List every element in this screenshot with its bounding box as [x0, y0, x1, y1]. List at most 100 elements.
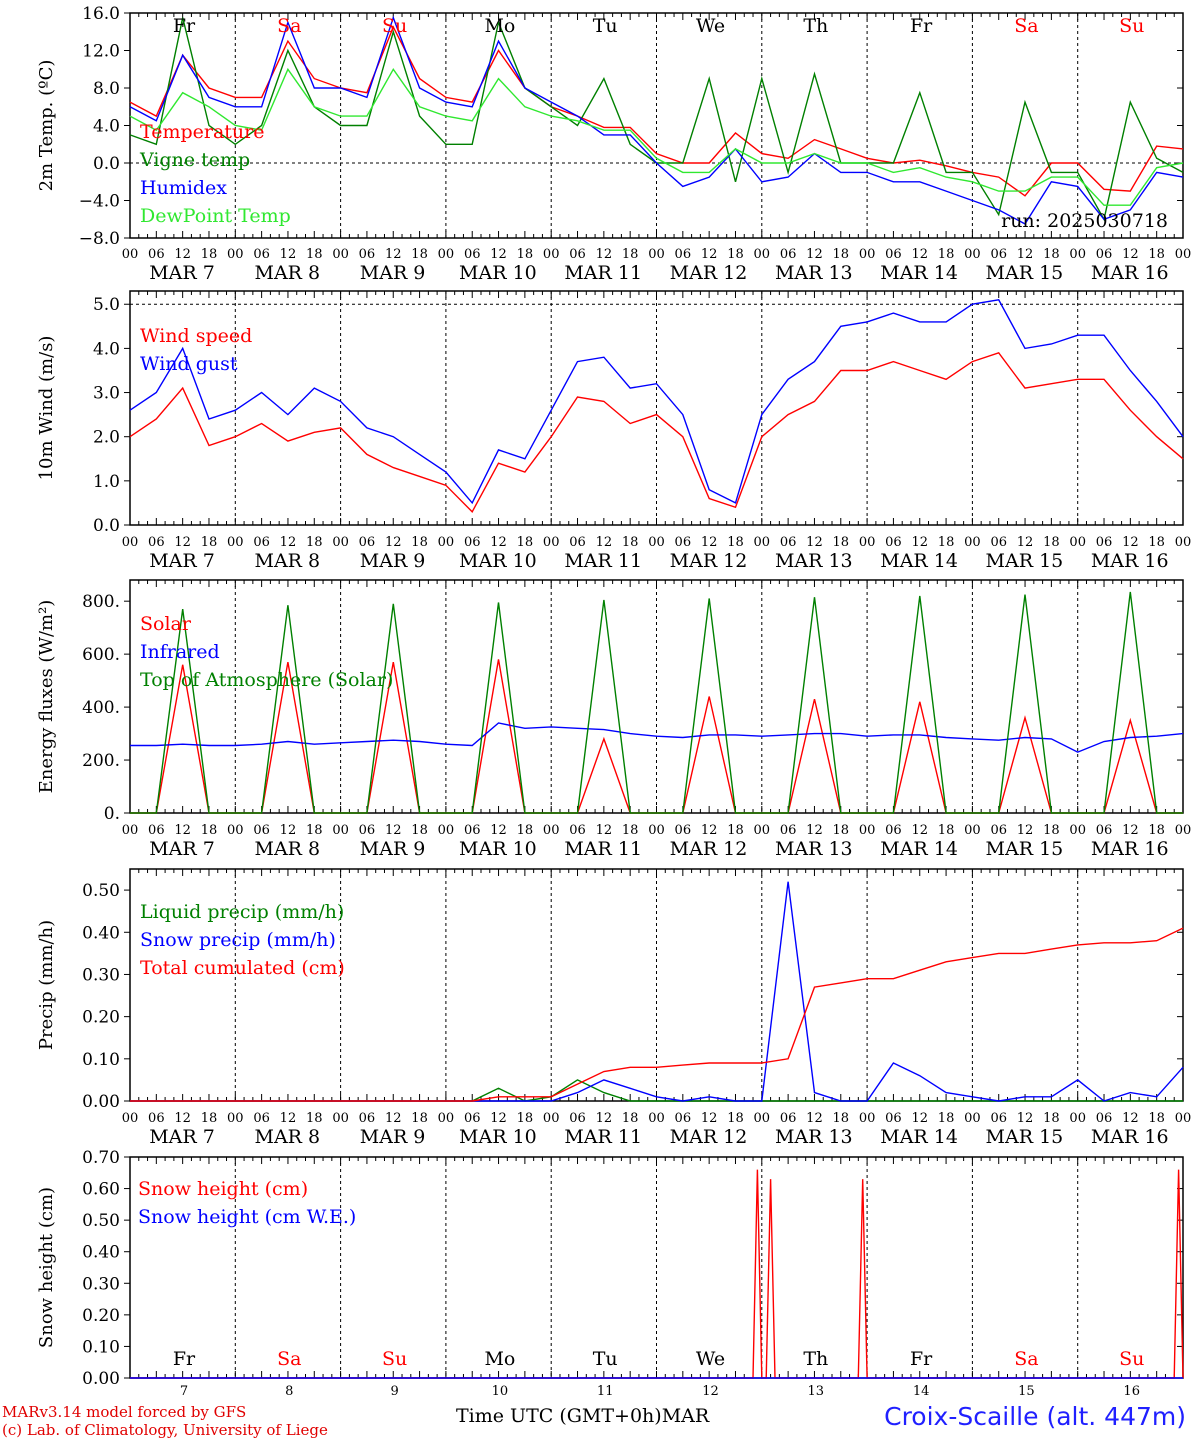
day-label: We — [696, 15, 725, 37]
hour-tick-label: 18 — [306, 247, 323, 262]
hour-tick-label: 00 — [754, 1111, 771, 1126]
y-tick-label: 400. — [82, 698, 120, 718]
date-label: MAR 16 — [1091, 550, 1169, 572]
hour-tick-label: 12 — [280, 247, 297, 262]
hour-tick-label: 12 — [1122, 535, 1139, 550]
y-tick-label: 4.0 — [93, 339, 120, 359]
y-axis-label: Precip (mm/h) — [36, 920, 57, 1050]
y-tick-label: 800. — [82, 592, 120, 612]
hour-tick-label: 06 — [253, 823, 270, 838]
date-label: MAR 7 — [149, 262, 215, 284]
hour-tick-label: 00 — [122, 1111, 139, 1126]
hour-tick-label: 00 — [1069, 247, 1086, 262]
hour-tick-label: 06 — [780, 823, 797, 838]
hour-tick-label: 06 — [780, 1111, 797, 1126]
hour-tick-label: 12 — [911, 823, 928, 838]
hour-tick-label: 12 — [596, 823, 613, 838]
hour-tick-label: 06 — [569, 823, 586, 838]
day-label: Th — [803, 15, 828, 37]
day-label: Sa — [277, 1348, 301, 1370]
date-label: MAR 11 — [564, 550, 642, 572]
date-label: MAR 11 — [564, 1126, 642, 1148]
hour-tick-label: 00 — [648, 247, 665, 262]
hour-tick-label: 00 — [648, 535, 665, 550]
day-label: Sa — [277, 15, 301, 37]
day-label: Su — [382, 15, 407, 37]
y-tick-label: 0.10 — [82, 1050, 120, 1070]
y-tick-label: 0.10 — [82, 1337, 120, 1357]
hour-tick-label: 18 — [622, 247, 639, 262]
series-wind-speed — [129, 351, 1184, 513]
hour-tick-label: 12 — [596, 1111, 613, 1126]
date-label: MAR 10 — [459, 550, 537, 572]
hour-tick-label: 06 — [359, 1111, 376, 1126]
hour-tick-label: 18 — [727, 247, 744, 262]
hour-tick-label: 12 — [1017, 823, 1034, 838]
hour-tick-label: 12 — [701, 1111, 718, 1126]
y-tick-label: 1.0 — [93, 472, 120, 492]
y-tick-label: 0.30 — [82, 1274, 120, 1294]
hour-tick-label: 12 — [1122, 247, 1139, 262]
legend-entry: Vigne temp — [139, 149, 250, 171]
date-label: MAR 10 — [459, 1126, 537, 1148]
hour-tick-label: 00 — [543, 535, 560, 550]
hour-tick-label: 06 — [675, 1111, 692, 1126]
y-tick-label: 16.0 — [82, 4, 120, 24]
hour-tick-label: 12 — [385, 247, 402, 262]
hour-tick-label: 00 — [859, 823, 876, 838]
date-label: MAR 7 — [149, 1126, 215, 1148]
hour-tick-label: 06 — [885, 823, 902, 838]
y-tick-label: 0.40 — [82, 1243, 120, 1263]
y-tick-label: 3.0 — [93, 384, 120, 404]
legend-entry: Infrared — [140, 641, 220, 663]
hour-tick-label: 06 — [569, 535, 586, 550]
footer-model: MARv3.14 model forced by GFS — [2, 1403, 247, 1421]
y-axis-label: 2m Temp. (ºC) — [36, 60, 57, 192]
date-number: 13 — [808, 1384, 825, 1399]
y-tick-label: 0.50 — [82, 1211, 120, 1231]
y-tick-label: 0.0 — [93, 154, 120, 174]
hour-tick-label: 12 — [280, 823, 297, 838]
hour-tick-label: 00 — [438, 535, 455, 550]
hour-tick-label: 12 — [596, 535, 613, 550]
hour-tick-label: 06 — [885, 535, 902, 550]
hour-tick-label: 00 — [964, 247, 981, 262]
hour-tick-label: 00 — [1069, 823, 1086, 838]
hour-tick-label: 18 — [201, 1111, 218, 1126]
hour-tick-label: 06 — [464, 535, 481, 550]
hour-tick-label: 00 — [754, 247, 771, 262]
hour-tick-label: 06 — [148, 535, 165, 550]
y-tick-label: 0.70 — [82, 1148, 120, 1168]
legend-entry: Temperature — [140, 121, 264, 143]
legend-entry: Liquid precip (mm/h) — [140, 901, 344, 923]
y-tick-label: −8.0 — [79, 229, 120, 249]
hour-tick-label: 18 — [1043, 535, 1060, 550]
y-axis-label: Energy fluxes (W/m²) — [36, 600, 57, 794]
y-tick-label: 600. — [82, 645, 120, 665]
date-label: MAR 13 — [775, 262, 853, 284]
hour-tick-label: 06 — [253, 247, 270, 262]
hour-tick-label: 00 — [438, 247, 455, 262]
hour-tick-label: 12 — [174, 535, 191, 550]
hour-tick-label: 18 — [1043, 823, 1060, 838]
hour-tick-label: 18 — [1148, 535, 1165, 550]
hour-tick-label: 12 — [911, 535, 928, 550]
hour-tick-label: 18 — [201, 535, 218, 550]
day-label: Tu — [593, 1348, 618, 1370]
hour-tick-label: 06 — [1096, 823, 1113, 838]
hour-tick-label: 12 — [806, 247, 823, 262]
hour-tick-label: 06 — [990, 823, 1007, 838]
hour-tick-label: 18 — [727, 535, 744, 550]
hour-tick-label: 06 — [675, 823, 692, 838]
hour-tick-label: 12 — [1122, 1111, 1139, 1126]
date-label: MAR 9 — [360, 550, 426, 572]
date-label: MAR 13 — [775, 550, 853, 572]
date-label: MAR 7 — [149, 838, 215, 860]
hour-tick-label: 12 — [490, 247, 507, 262]
hour-tick-label: 18 — [833, 823, 850, 838]
hour-tick-label: 00 — [438, 1111, 455, 1126]
y-tick-label: 0.00 — [82, 1092, 120, 1112]
day-label: Sa — [1014, 15, 1038, 37]
y-tick-label: 0. — [104, 804, 120, 824]
hour-tick-label: 12 — [385, 535, 402, 550]
